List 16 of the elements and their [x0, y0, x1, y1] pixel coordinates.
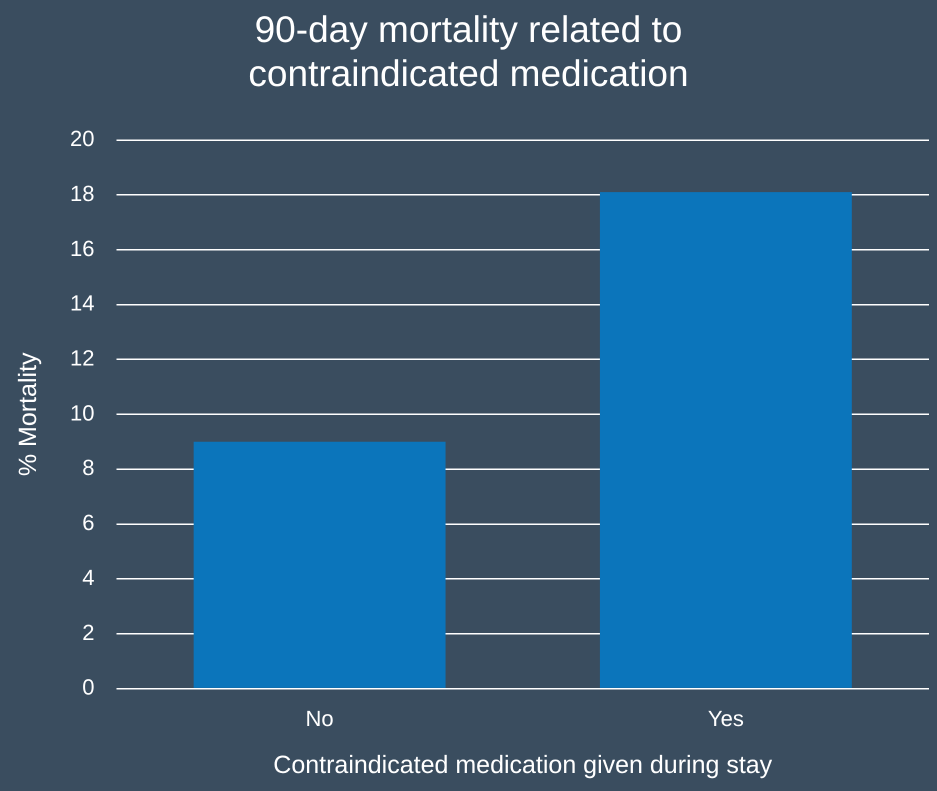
y-axis-title: % Mortality	[14, 352, 42, 476]
x-tick-label: No	[306, 706, 334, 731]
y-tick-label: 16	[70, 236, 94, 261]
y-tick-label: 14	[70, 290, 94, 316]
x-tick-label: Yes	[708, 706, 744, 731]
y-tick-label: 8	[82, 455, 94, 480]
y-tick-label: 10	[70, 400, 94, 426]
y-tick-label: 20	[70, 126, 94, 152]
chart-title: 90-day mortality related to contraindicated medication	[247, 8, 690, 96]
y-tick-label: 0	[82, 674, 94, 700]
y-tick-label: 12	[70, 346, 94, 371]
y-tick-label: 2	[82, 620, 94, 645]
y-tick-label: 6	[82, 510, 94, 536]
y-tick-label: 18	[70, 180, 94, 206]
y-tick-label: 4	[82, 564, 94, 590]
x-axis-title: Contraindicated medication given during stay	[273, 750, 773, 779]
